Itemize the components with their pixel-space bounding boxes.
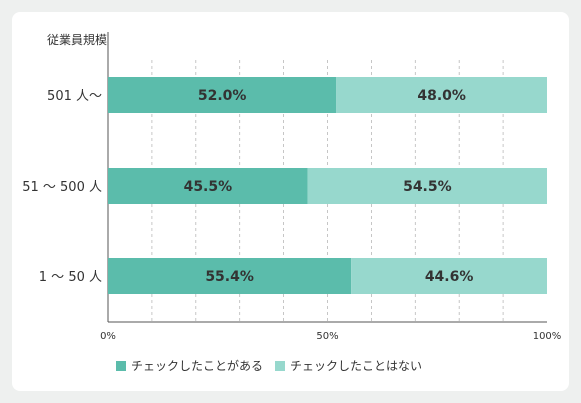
data-label: 54.5% — [403, 179, 452, 195]
bar-segment-not-checked — [336, 77, 547, 113]
data-label: 52.0% — [198, 88, 247, 104]
legend-item-checked: チェックしたことがある — [116, 357, 263, 374]
bar-segment-not-checked — [351, 258, 547, 294]
bars — [108, 77, 547, 294]
stacked-bar-chart: 従業員規模 52.0% 48.0% 501 人〜 45.5% 54.5% 51 〜 500… — [22, 32, 561, 342]
bar-segment-checked — [108, 168, 308, 204]
category-label: 501 人〜 — [47, 89, 102, 104]
legend-label-not-checked: チェックしたことはない — [290, 359, 423, 373]
legend-swatch-not-checked — [275, 360, 286, 371]
bar-segment-not-checked — [307, 168, 547, 204]
data-label: 48.0% — [417, 88, 466, 104]
data-label: 45.5% — [184, 179, 233, 195]
x-tick-label: 50% — [316, 331, 338, 342]
legend: チェックしたことがある チェックしたことはない — [116, 357, 434, 374]
legend-swatch-checked — [116, 360, 126, 371]
category-label: 1 〜 50 人 — [39, 270, 102, 285]
chart-card: 従業員規模 52.0% 48.0% 501 人〜 45.5% 54.5% 51 〜 500… — [12, 12, 569, 391]
category-label: 51 〜 500 人 — [22, 180, 102, 195]
labels: 52.0% 48.0% 501 人〜 45.5% 54.5% 51 〜 500 人 55.4… — [22, 88, 561, 342]
legend-item-not-checked: チェックしたことはない — [275, 357, 422, 374]
y-axis-title: 従業員規模 — [47, 32, 107, 47]
x-tick-label: 0% — [100, 331, 116, 342]
x-tick-label: 100% — [533, 331, 562, 342]
data-label: 55.4% — [205, 269, 254, 285]
data-label: 44.6% — [425, 269, 474, 285]
bar-segment-checked — [108, 77, 337, 113]
legend-label-checked: チェックしたことがある — [131, 359, 264, 373]
bar-segment-checked — [108, 258, 352, 294]
